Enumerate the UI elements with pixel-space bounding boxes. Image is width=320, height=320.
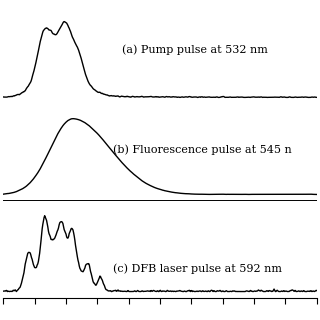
Text: (b) Fluorescence pulse at 545 n: (b) Fluorescence pulse at 545 n [113,145,292,155]
Text: (c) DFB laser pulse at 592 nm: (c) DFB laser pulse at 592 nm [113,263,282,274]
Text: (a) Pump pulse at 532 nm: (a) Pump pulse at 532 nm [122,45,268,55]
